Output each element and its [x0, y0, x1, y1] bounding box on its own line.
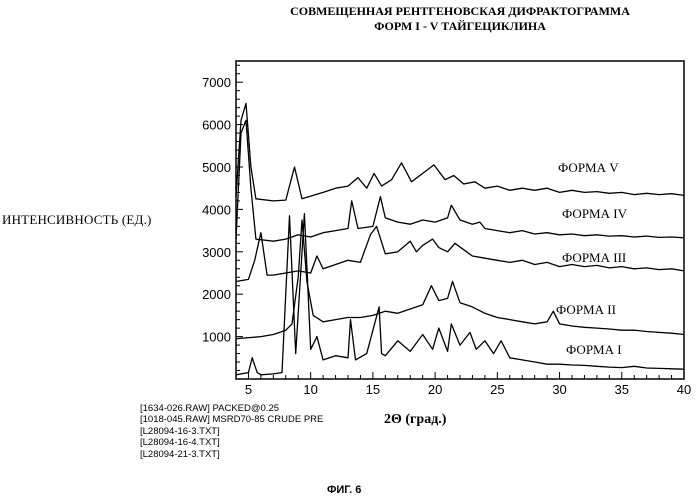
x-tick-label: 5 — [245, 382, 252, 397]
y-tick-label: 7000 — [202, 75, 231, 90]
y-tick-label: 3000 — [202, 245, 231, 260]
x-axis-label: 2Θ (град.) — [384, 412, 446, 428]
legend-entry: [L28094-21-3.TXT] — [140, 449, 323, 460]
series-group — [236, 103, 684, 374]
series-label: ФОРМА V — [558, 160, 619, 175]
x-tick-label: 30 — [552, 382, 566, 397]
series-label: ФОРМА III — [562, 250, 626, 265]
legend-entry: [L28094-16-3.TXT] — [140, 426, 323, 437]
legend-entry: [1018-045.RAW] MSRD70-85 CRUDE PRE — [140, 414, 323, 425]
y-tick-label: 5000 — [202, 160, 231, 175]
legend-entry: [L28094-16-4.TXT] — [140, 437, 323, 448]
x-tick-label: 40 — [677, 382, 691, 397]
y-tick-label: 6000 — [202, 118, 231, 133]
y-tick-label: 4000 — [202, 202, 231, 217]
series-label: ФОРМА I — [566, 342, 622, 357]
x-tick-label: 35 — [615, 382, 629, 397]
y-tick-label: 1000 — [202, 330, 231, 345]
series-label: ФОРМА II — [556, 302, 616, 317]
figure-caption: ФИГ. 6 — [327, 484, 361, 496]
x-tick-label: 25 — [490, 382, 504, 397]
y-tick-label: 2000 — [202, 287, 231, 302]
x-tick-label: 10 — [303, 382, 317, 397]
x-tick-label: 15 — [366, 382, 380, 397]
series-label: ФОРМА IV — [562, 206, 628, 221]
legend-entry: [1634-026.RAW] PACKED@0.25 — [140, 403, 323, 414]
series-line-1 — [236, 103, 684, 200]
legend: [1634-026.RAW] PACKED@0.25 [1018-045.RAW… — [140, 403, 323, 460]
x-tick-label: 20 — [428, 382, 442, 397]
